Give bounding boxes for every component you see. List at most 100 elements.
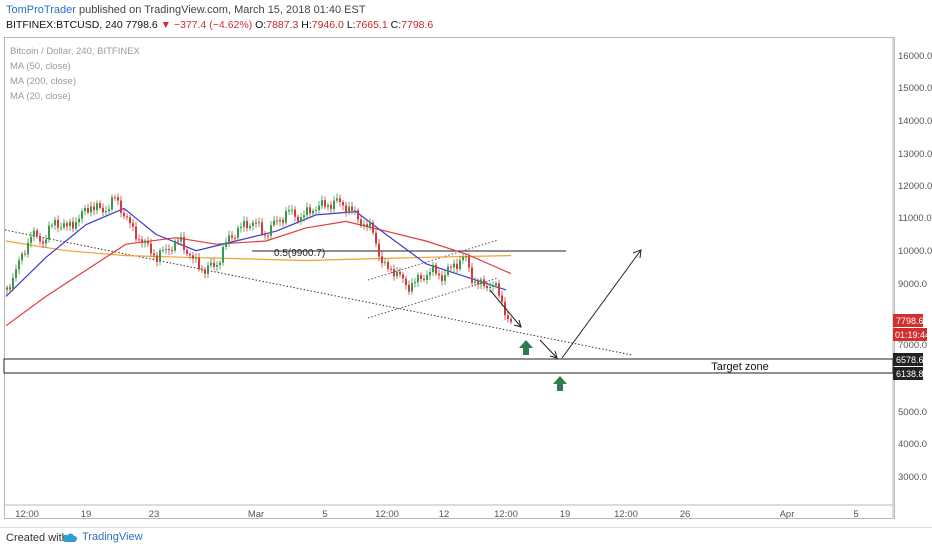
chart-legend[interactable]: Bitcoin / Dollar, 240, BITFINEX MA (50, … [10,44,140,104]
time-tick: 12 [439,509,450,520]
svg-text:6578.6: 6578.6 [896,355,924,365]
price-tick: 14000.0 [898,116,932,127]
candle [498,279,500,299]
candle [105,206,107,218]
candle [177,237,179,246]
candle [420,272,422,283]
arrowhead [513,319,522,328]
candle [492,281,494,292]
candle [489,282,491,293]
candle [297,214,299,225]
published-text: published on TradingView.com, March 15, … [78,4,366,16]
candle [315,206,317,216]
candle [78,214,80,227]
arrowhead [549,350,558,359]
ma20-line [5,207,507,297]
candle [495,281,497,289]
chart-header: TomProTrader published on TradingView.co… [0,0,932,36]
candle [387,259,389,273]
candle [45,234,47,249]
candle [303,210,305,223]
legend-title: Bitcoin / Dollar, 240, BITFINEX [10,46,140,57]
tradingview-link[interactable]: TradingView [62,531,143,543]
candle [261,217,263,237]
candle [474,276,476,287]
candle [90,201,92,217]
ma200-line [5,240,512,262]
tradingview-brand: TradingView [82,531,143,543]
candle [72,217,74,233]
candle [84,205,86,216]
candle [288,205,290,215]
time-tick: 19 [560,509,571,520]
candle [147,236,149,247]
moving-averages [5,207,512,327]
candle [204,267,206,279]
candle [174,238,176,253]
candle [183,232,185,255]
candle [141,235,143,248]
open-value: 7887.3 [266,19,299,31]
chart-frame[interactable] [4,37,895,519]
candle [330,201,332,214]
candle [240,222,242,233]
candle [144,238,146,248]
high-label: H: [301,19,312,31]
high-value: 7946.0 [311,19,344,31]
candle [42,236,44,249]
candle [510,316,512,325]
candle [465,254,467,262]
candle [150,238,152,257]
close-label: C: [390,19,402,31]
up-arrow-icon [553,376,567,391]
candle [432,261,434,276]
time-tick: 12:00 [494,509,518,520]
candle [87,203,89,215]
candle [471,262,473,286]
candle [369,218,371,231]
candle [285,207,287,225]
candle [396,266,398,280]
candle [171,246,173,255]
legend-ma50[interactable]: MA (50, close) [10,61,71,72]
projection-arrow-up [561,249,642,359]
candle [507,311,509,323]
svg-text:6138.8: 6138.8 [896,369,924,379]
candle [219,260,221,270]
time-axis[interactable]: 12:00 19 23 Mar 5 12:00 12 12:00 19 12:0… [15,509,859,520]
candle [186,246,188,257]
legend-ma200[interactable]: MA (200, close) [10,76,76,87]
candle [153,248,155,260]
candle [270,220,272,240]
candle [60,222,62,231]
time-tick: 12:00 [15,509,39,520]
candle [189,251,191,260]
cloud-icon [62,533,78,542]
candle [336,193,338,204]
candle [273,215,275,228]
candle [12,273,14,292]
candle [255,218,257,228]
candle [399,267,401,278]
ma50-line [5,220,512,327]
price-tick: 12000.0 [898,181,932,192]
candle [279,216,281,227]
legend-ma20[interactable]: MA (20, close) [10,91,71,102]
time-tick: 12:00 [614,509,638,520]
price-axis[interactable]: 16000.0 15000.0 14000.0 13000.0 12000.0 … [898,51,932,483]
candle [21,251,23,265]
candle [291,205,293,215]
candle [129,214,131,228]
price-tick: 5000.0 [898,407,927,418]
channel-upper-line[interactable] [367,239,499,281]
author-link[interactable]: TomProTrader [6,4,76,16]
candle [30,231,32,248]
channel-lower-line[interactable] [367,277,499,319]
candle [348,201,350,216]
countdown-badge [893,328,927,341]
downtrend-line[interactable] [4,229,633,356]
candle [135,221,137,243]
candle [57,215,59,233]
candle [408,280,410,295]
